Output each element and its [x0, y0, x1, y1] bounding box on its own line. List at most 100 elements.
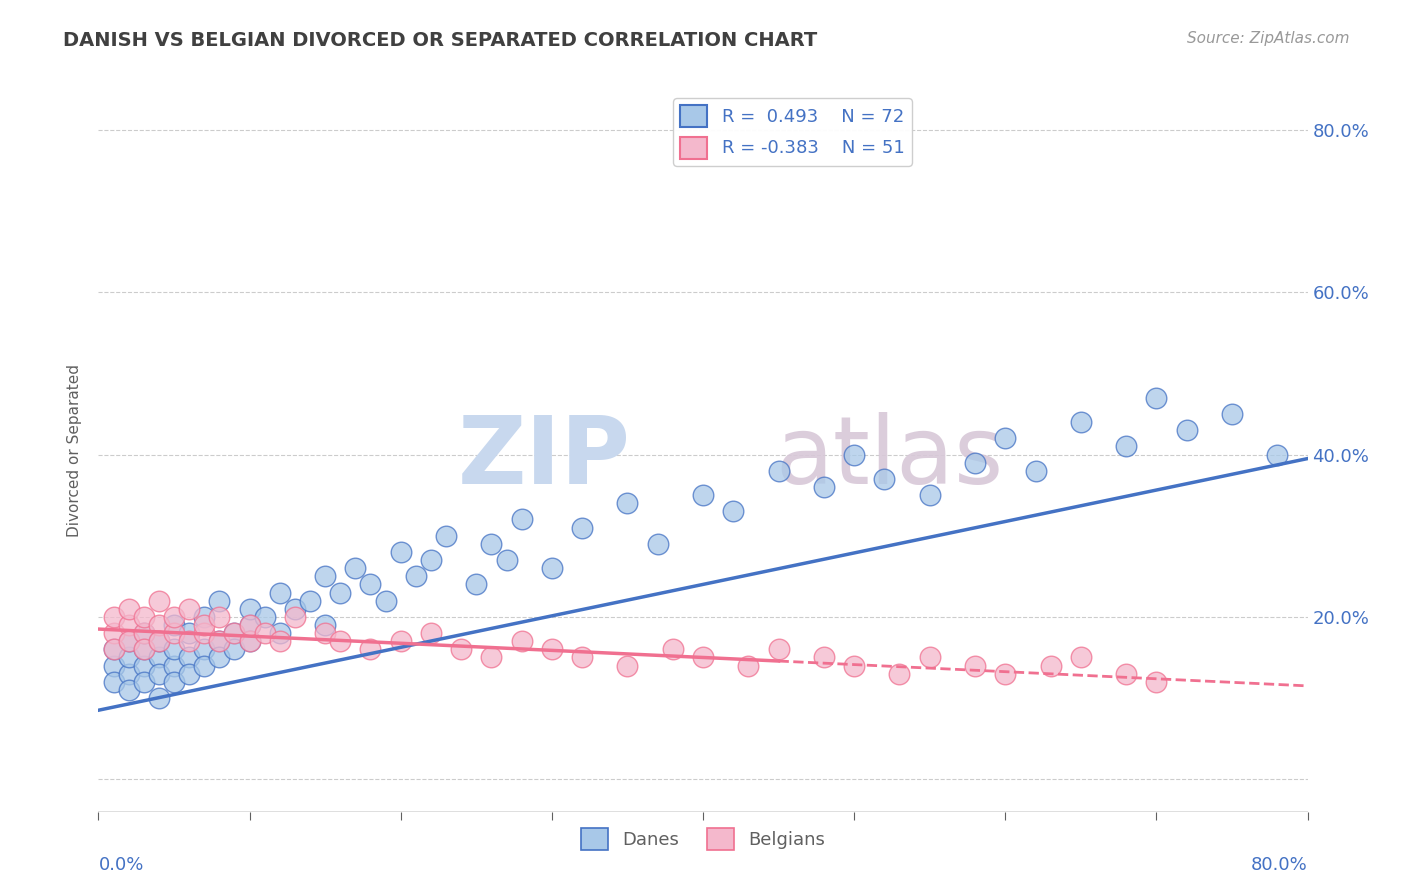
- Point: [1070, 650, 1092, 665]
- Point: [103, 642, 125, 657]
- Point: [224, 642, 246, 657]
- Point: [1267, 448, 1289, 462]
- Point: [692, 488, 714, 502]
- Point: [360, 577, 382, 591]
- Text: DANISH VS BELGIAN DIVORCED OR SEPARATED CORRELATION CHART: DANISH VS BELGIAN DIVORCED OR SEPARATED …: [63, 31, 817, 50]
- Point: [844, 658, 866, 673]
- Point: [239, 601, 262, 615]
- Point: [420, 553, 443, 567]
- Point: [118, 618, 141, 632]
- Point: [224, 626, 246, 640]
- Point: [405, 569, 427, 583]
- Point: [918, 488, 941, 502]
- Point: [208, 650, 231, 665]
- Point: [148, 618, 170, 632]
- Point: [148, 691, 170, 706]
- Point: [103, 626, 125, 640]
- Point: [118, 634, 141, 648]
- Point: [1115, 666, 1137, 681]
- Point: [616, 496, 638, 510]
- Point: [239, 634, 262, 648]
- Point: [284, 610, 307, 624]
- Point: [179, 650, 201, 665]
- Point: [723, 504, 745, 518]
- Point: [495, 553, 517, 567]
- Text: atlas: atlas: [776, 412, 1004, 504]
- Point: [344, 561, 367, 575]
- Point: [389, 545, 412, 559]
- Point: [179, 666, 201, 681]
- Point: [284, 601, 307, 615]
- Point: [571, 520, 593, 534]
- Point: [434, 529, 457, 543]
- Point: [1070, 415, 1092, 429]
- Point: [118, 666, 141, 681]
- Point: [163, 626, 186, 640]
- Point: [132, 642, 155, 657]
- Point: [118, 682, 141, 697]
- Point: [148, 593, 170, 607]
- Point: [768, 642, 790, 657]
- Point: [179, 601, 201, 615]
- Point: [193, 658, 215, 673]
- Point: [329, 585, 352, 599]
- Point: [163, 618, 186, 632]
- Point: [193, 642, 215, 657]
- Point: [692, 650, 714, 665]
- Point: [1115, 439, 1137, 453]
- Point: [450, 642, 472, 657]
- Point: [208, 634, 231, 648]
- Point: [571, 650, 593, 665]
- Point: [103, 674, 125, 689]
- Point: [239, 634, 262, 648]
- Point: [132, 642, 155, 657]
- Point: [193, 610, 215, 624]
- Point: [269, 585, 291, 599]
- Point: [420, 626, 443, 640]
- Point: [510, 634, 533, 648]
- Point: [118, 601, 141, 615]
- Point: [994, 431, 1017, 445]
- Point: [253, 626, 276, 640]
- Point: [193, 626, 215, 640]
- Point: [148, 634, 170, 648]
- Point: [103, 610, 125, 624]
- Point: [224, 626, 246, 640]
- Point: [299, 593, 322, 607]
- Point: [253, 610, 276, 624]
- Point: [329, 634, 352, 648]
- Point: [103, 658, 125, 673]
- Point: [918, 650, 941, 665]
- Point: [510, 512, 533, 526]
- Point: [1024, 464, 1046, 478]
- Point: [118, 634, 141, 648]
- Point: [737, 658, 759, 673]
- Text: Source: ZipAtlas.com: Source: ZipAtlas.com: [1187, 31, 1350, 46]
- Point: [103, 642, 125, 657]
- Point: [314, 626, 336, 640]
- Point: [148, 666, 170, 681]
- Point: [132, 626, 155, 640]
- Point: [481, 537, 503, 551]
- Point: [994, 666, 1017, 681]
- Point: [1039, 658, 1062, 673]
- Point: [1144, 391, 1167, 405]
- Point: [132, 610, 155, 624]
- Point: [465, 577, 488, 591]
- Point: [269, 626, 291, 640]
- Point: [163, 658, 186, 673]
- Point: [873, 472, 896, 486]
- Point: [540, 561, 562, 575]
- Point: [661, 642, 683, 657]
- Point: [132, 626, 155, 640]
- Point: [1144, 674, 1167, 689]
- Point: [314, 569, 336, 583]
- Point: [647, 537, 669, 551]
- Point: [148, 650, 170, 665]
- Y-axis label: Divorced or Separated: Divorced or Separated: [67, 364, 83, 537]
- Point: [1175, 423, 1198, 437]
- Point: [208, 634, 231, 648]
- Point: [965, 658, 987, 673]
- Point: [208, 593, 231, 607]
- Point: [965, 456, 987, 470]
